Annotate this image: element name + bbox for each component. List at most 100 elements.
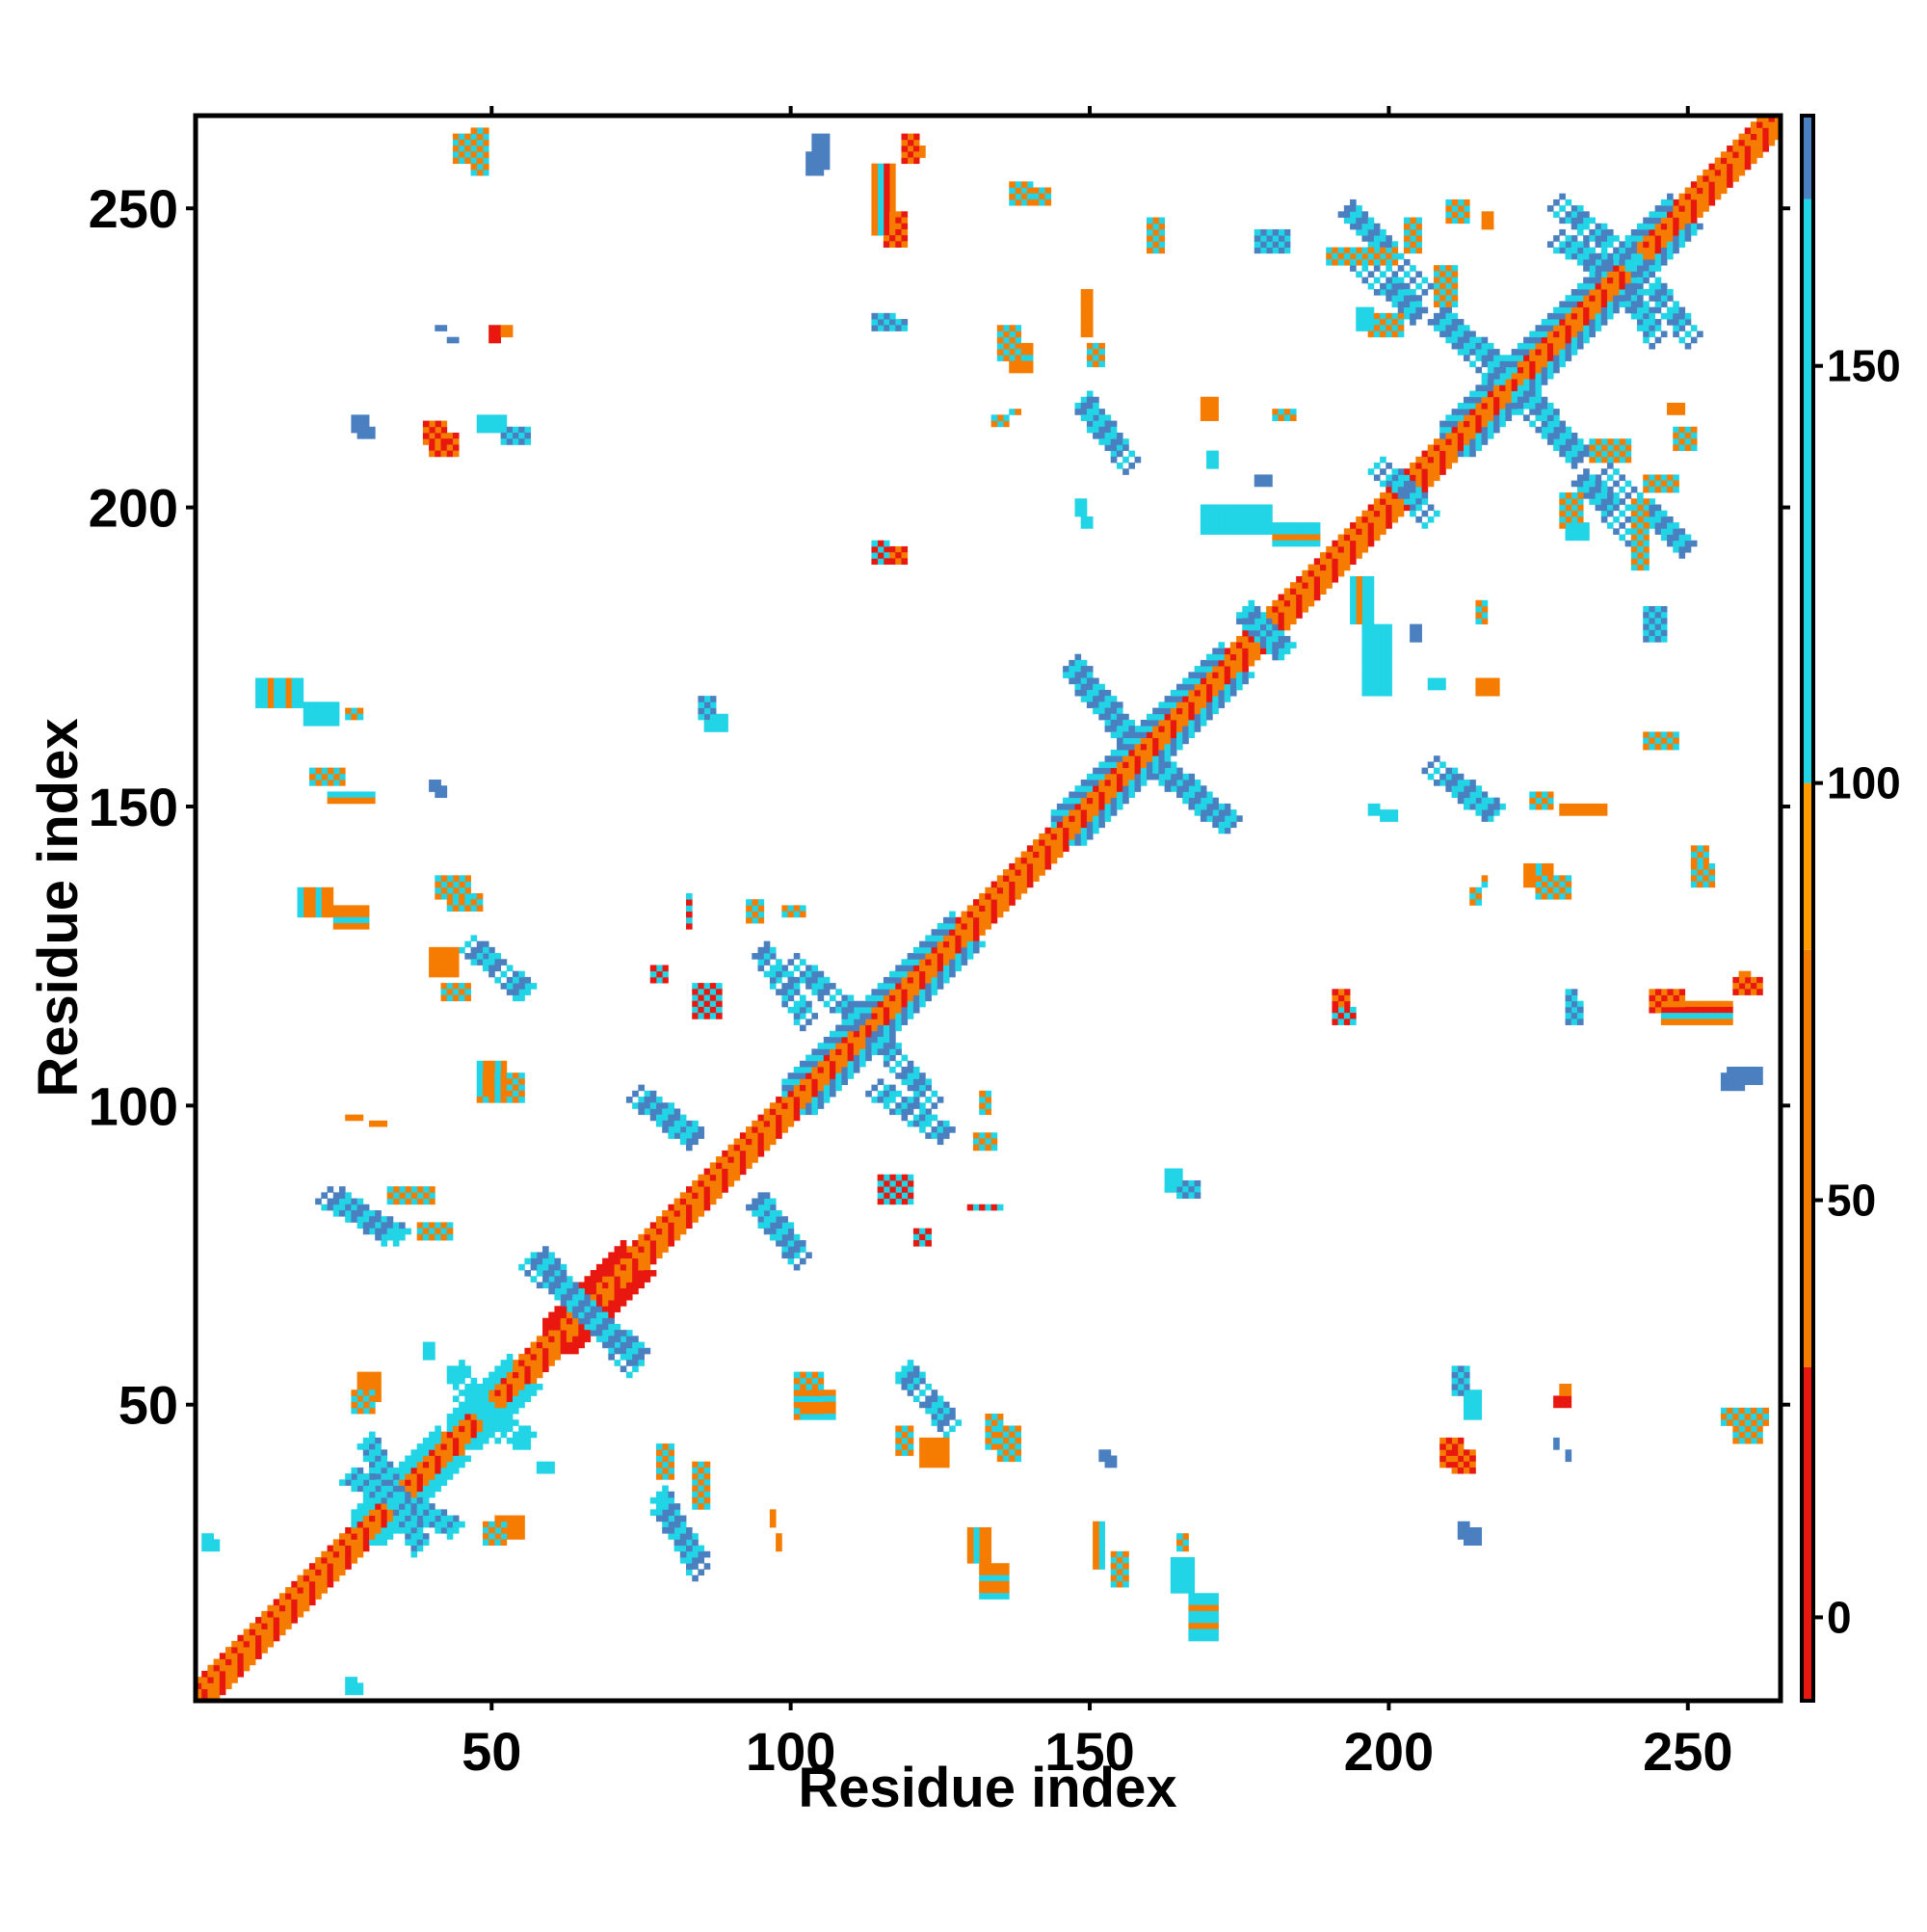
- heatmap-cell: [1678, 306, 1686, 314]
- heatmap-cell: [1009, 875, 1016, 882]
- heatmap-cell: [1738, 1431, 1746, 1439]
- heatmap-cell: [1170, 737, 1177, 745]
- heatmap-cell: [560, 1282, 568, 1289]
- heatmap-cell: [416, 1503, 424, 1510]
- heatmap-cell: [925, 1461, 932, 1469]
- heatmap-cell: [889, 1198, 896, 1205]
- heatmap-cell: [446, 1431, 454, 1439]
- heatmap-cell: [1182, 719, 1189, 727]
- heatmap-cell: [1559, 336, 1566, 344]
- heatmap-cell: [655, 1246, 663, 1253]
- heatmap-cell: [1176, 737, 1183, 745]
- heatmap-cell: [799, 1072, 806, 1079]
- heatmap-cell: [1367, 258, 1375, 266]
- heatmap-cell: [1122, 1575, 1129, 1582]
- heatmap-cell: [942, 1401, 950, 1409]
- heatmap-cell: [817, 1389, 825, 1396]
- heatmap-cell: [1069, 666, 1075, 673]
- heatmap-cell: [572, 1306, 579, 1312]
- heatmap-cell: [405, 1515, 411, 1522]
- heatmap-cell: [1386, 295, 1392, 302]
- heatmap-cell: [686, 1209, 693, 1217]
- heatmap-cell: [536, 1371, 543, 1379]
- heatmap-cell: [919, 940, 926, 948]
- heatmap-cell: [249, 1658, 256, 1666]
- heatmap-cell: [895, 545, 902, 553]
- heatmap-cell: [1714, 169, 1722, 176]
- heatmap-cell: [668, 1132, 675, 1139]
- heatmap-cell: [513, 976, 519, 984]
- heatmap-cell: [1128, 791, 1135, 799]
- heatmap-cell: [1433, 780, 1440, 786]
- heatmap-cell: [1756, 1431, 1763, 1439]
- heatmap-cell: [464, 157, 471, 165]
- heatmap-cell: [961, 935, 968, 942]
- heatmap-cell: [1194, 1617, 1201, 1624]
- heatmap-cell: [912, 151, 920, 158]
- heatmap-cell: [375, 1526, 382, 1534]
- heatmap-cell: [1200, 785, 1207, 792]
- heatmap-cell: [338, 1209, 346, 1217]
- heatmap-cell: [1433, 312, 1440, 320]
- heatmap-cell: [1176, 696, 1183, 702]
- heatmap-cell: [1649, 247, 1656, 254]
- heatmap-cell: [1086, 815, 1094, 822]
- heatmap-cell: [435, 881, 441, 888]
- heatmap-cell: [1523, 349, 1530, 356]
- heatmap-cell: [1427, 468, 1435, 475]
- heatmap-cell: [1361, 528, 1369, 535]
- heatmap-cell: [488, 1395, 495, 1403]
- heatmap-cell: [566, 1300, 573, 1307]
- heatmap-cell: [799, 1377, 806, 1385]
- heatmap-cell: [1433, 510, 1440, 517]
- heatmap-cell: [901, 1443, 909, 1450]
- heatmap-cell: [524, 1377, 532, 1385]
- heatmap-cell: [662, 1126, 669, 1133]
- heatmap-cell: [620, 1341, 627, 1349]
- heatmap-cell: [500, 1515, 508, 1522]
- heatmap-cell: [996, 1414, 1004, 1420]
- heatmap-cell: [716, 1186, 723, 1193]
- heatmap-cell: [410, 1533, 418, 1540]
- heatmap-cell: [1546, 331, 1554, 338]
- heatmap-cell: [1373, 235, 1381, 242]
- heatmap-cell: [429, 1515, 436, 1522]
- heatmap-cell: [1529, 390, 1536, 398]
- heatmap-cell: [1242, 648, 1249, 655]
- heatmap-cell: [1756, 1425, 1763, 1433]
- heatmap-cell: [673, 1503, 681, 1510]
- heatmap-cell: [1738, 133, 1746, 141]
- heatmap-cell: [554, 1287, 562, 1295]
- heatmap-cell: [1170, 1168, 1177, 1176]
- heatmap-cell: [1397, 480, 1405, 488]
- heatmap-cell: [1272, 648, 1279, 655]
- heatmap-cell: [919, 1078, 926, 1086]
- heatmap-cell: [530, 1365, 538, 1372]
- heatmap-cell: [369, 1533, 376, 1540]
- heatmap-cell: [1086, 701, 1094, 708]
- heatmap-cell: [369, 1443, 376, 1450]
- heatmap-cell: [452, 151, 460, 158]
- heatmap-cell: [1624, 271, 1632, 278]
- heatmap-cell: [1397, 282, 1405, 290]
- heatmap-cell: [655, 1228, 663, 1235]
- heatmap-cell: [1200, 677, 1207, 685]
- heatmap-cell: [464, 940, 471, 948]
- heatmap-cell: [513, 426, 519, 434]
- heatmap-cell: [1654, 282, 1662, 290]
- heatmap-cell: [608, 1347, 615, 1355]
- heatmap-cell: [877, 1186, 884, 1193]
- heatmap-cell: [1104, 1449, 1112, 1456]
- heatmap-cell: [273, 683, 280, 691]
- heatmap-cell: [1606, 295, 1614, 302]
- heatmap-cell: [1649, 1000, 1656, 1008]
- heatmap-cell: [1481, 809, 1489, 816]
- heatmap-cell: [327, 887, 334, 894]
- heatmap-cell: [1571, 342, 1578, 350]
- heatmap-cell: [267, 689, 275, 697]
- heatmap-cell: [787, 1240, 795, 1247]
- heatmap-cell: [482, 1419, 489, 1426]
- heatmap-cell: [1386, 522, 1392, 529]
- heatmap-cell: [1110, 797, 1118, 805]
- heatmap-cell: [513, 1521, 519, 1528]
